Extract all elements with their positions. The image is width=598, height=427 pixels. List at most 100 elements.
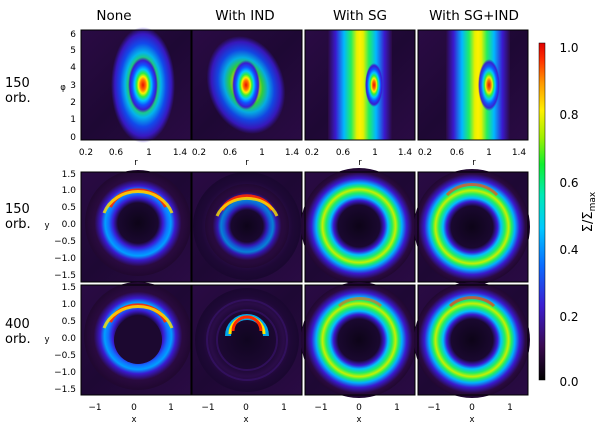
y-axis-label: y — [44, 335, 49, 345]
r-tick-1: 1 — [146, 148, 152, 158]
r-axis-label: r — [134, 158, 138, 168]
disk-150-none — [80, 170, 192, 283]
rphi-panel-with-sg-ind — [417, 29, 529, 141]
phi-tick-4: 4 — [70, 63, 76, 73]
r-tick-1: 1 — [259, 148, 265, 158]
phi-tick-1: 1 — [70, 115, 76, 125]
y-tick: −1.0 — [54, 368, 76, 378]
r-tick-0.6: 0.6 — [336, 148, 351, 158]
r-tick-0.2: 0.2 — [418, 148, 432, 158]
disk-y-axis-row2: 1.5 1.0 0.5 0.0 −0.5 −1.0 −1.5 y — [44, 170, 76, 281]
rphi-panel-none — [80, 27, 192, 143]
r-tick-0.2: 0.2 — [192, 148, 206, 158]
colorbar-gradient — [538, 42, 546, 381]
disk-400-with-sg — [301, 282, 417, 398]
r-tick-1: 1 — [486, 148, 492, 158]
colorbar-label-sub: max — [588, 191, 598, 211]
phi-tick-6: 6 — [70, 30, 76, 40]
rphi-panel-with-sg — [304, 29, 416, 141]
disk-150-with-ind — [191, 171, 303, 283]
column-title-with-sg-ind: With SG+IND — [429, 8, 519, 24]
y-tick: −1.0 — [54, 254, 76, 264]
svg-text:Σ/Σmax: Σ/Σmax — [581, 191, 598, 232]
y-tick: 0.0 — [62, 334, 77, 344]
column-title-none: None — [96, 8, 131, 24]
disk-400-with-ind — [191, 284, 303, 396]
disk-x-axis-col4: −1 0 1 x — [427, 403, 513, 425]
colorbar-label: Σ/Σmax — [581, 191, 598, 232]
colorbar-label-main: Σ/Σ — [581, 211, 596, 232]
disk-x-axis-col2: −1 0 1 x — [201, 403, 287, 425]
disk-150-with-sg-ind — [414, 169, 530, 285]
r-tick-0.6: 0.6 — [450, 148, 465, 158]
x-tick: 0 — [469, 403, 475, 413]
x-tick: 0 — [356, 403, 362, 413]
colorbar-tick: 0.6 — [559, 176, 578, 190]
y-tick: 1.5 — [62, 283, 76, 293]
phi-tick-5: 5 — [70, 46, 76, 56]
r-axis-label: r — [472, 158, 476, 168]
colorbar-tick: 0.0 — [559, 375, 578, 389]
phi-tick-0: 0 — [70, 133, 76, 143]
r-tick-0.2: 0.2 — [305, 148, 319, 158]
row-label-2-unit: orb. — [5, 217, 31, 232]
rphi-panel-with-ind — [191, 29, 303, 141]
y-tick: 1.0 — [62, 186, 77, 196]
r-tick-0.6: 0.6 — [223, 148, 238, 158]
phi-tick-3: 3 — [70, 81, 76, 91]
r-tick-1.4: 1.4 — [285, 148, 300, 158]
row-label-2: 150 orb. — [5, 202, 31, 232]
y-tick: −0.5 — [54, 237, 76, 247]
y-tick: 0.5 — [62, 203, 76, 213]
x-tick: 0 — [243, 403, 249, 413]
disk-x-axis-col3: −1 0 1 x — [314, 403, 400, 425]
phi-tick-2: 2 — [70, 98, 76, 108]
x-tick: −1 — [314, 403, 327, 413]
colorbar-tick: 0.4 — [559, 243, 578, 257]
x-axis-label: x — [469, 415, 474, 425]
disk-150-with-sg — [301, 168, 417, 284]
column-title-with-sg: With SG — [333, 8, 387, 24]
disk-400-none — [80, 282, 192, 396]
row-label-1: 150 orb. — [5, 76, 31, 106]
row-label-3: 400 orb. — [5, 317, 31, 347]
x-tick: 1 — [281, 403, 287, 413]
colorbar-tick: 0.2 — [559, 310, 578, 324]
y-tick: 0.0 — [62, 220, 77, 230]
disk-400-with-sg-ind — [414, 282, 530, 398]
rphi-x-axis-col3: 0.2 0.6 1 1.4 r — [305, 148, 413, 168]
y-tick: 1.0 — [62, 300, 77, 310]
colorbar: 1.0 0.8 0.6 0.4 0.2 0.0 Σ/Σmax — [538, 41, 598, 389]
rphi-x-axis-col4: 0.2 0.6 1 1.4 r — [418, 148, 527, 168]
x-tick: −1 — [427, 403, 440, 413]
x-tick: 1 — [394, 403, 400, 413]
y-tick: 1.5 — [62, 170, 76, 180]
x-axis-label: x — [131, 415, 136, 425]
rphi-x-axis-col2: 0.2 0.6 1 1.4 r — [192, 148, 300, 168]
x-tick: −1 — [88, 403, 101, 413]
r-tick-0.6: 0.6 — [109, 148, 124, 158]
row-label-1-unit: orb. — [5, 91, 31, 106]
r-axis-label: r — [245, 158, 249, 168]
r-tick-0.2: 0.2 — [79, 148, 93, 158]
x-axis-label: x — [243, 415, 248, 425]
y-tick: −0.5 — [54, 351, 76, 361]
x-tick: 1 — [507, 403, 513, 413]
r-axis-label: r — [358, 158, 362, 168]
column-title-with-ind: With IND — [215, 8, 274, 24]
y-tick: −1.5 — [54, 385, 76, 395]
colorbar-tick: 1.0 — [559, 41, 578, 55]
row-label-2-time: 150 — [5, 202, 30, 217]
row-label-3-unit: orb. — [5, 332, 31, 347]
r-tick-1.4: 1.4 — [512, 148, 527, 158]
r-tick-1.4: 1.4 — [173, 148, 188, 158]
phi-axis-label: φ — [60, 83, 66, 93]
x-tick: 1 — [168, 403, 174, 413]
y-tick: 0.5 — [62, 317, 76, 327]
r-tick-1: 1 — [372, 148, 378, 158]
x-tick: 0 — [131, 403, 137, 413]
x-tick: −1 — [201, 403, 214, 413]
r-tick-1.4: 1.4 — [398, 148, 413, 158]
x-axis-label: x — [356, 415, 361, 425]
